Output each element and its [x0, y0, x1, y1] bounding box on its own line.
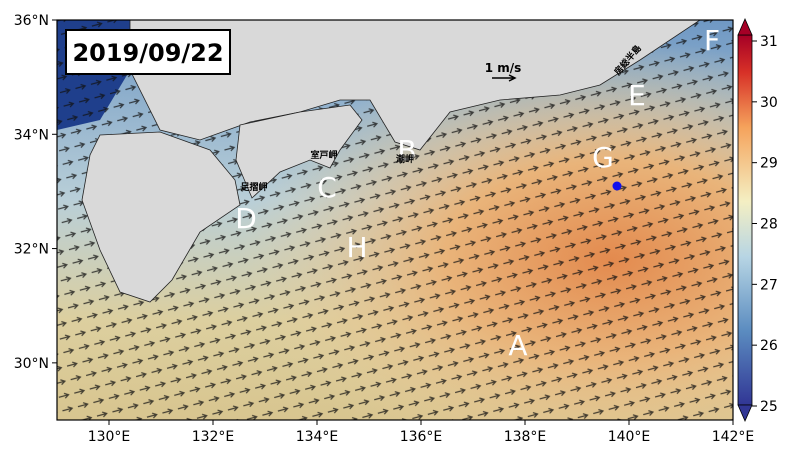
x-tick-label: 142°E	[712, 429, 755, 445]
x-tick-label: 138°E	[504, 429, 547, 445]
place-name: 室戸岬	[310, 149, 337, 161]
x-tick-label: 132°E	[192, 429, 235, 445]
region-letter: C	[317, 171, 337, 204]
map-frame	[56, 19, 734, 421]
region-letter: F	[704, 24, 720, 57]
colorbar-extend	[737, 404, 753, 422]
colorbar-tick-label: 25	[760, 399, 778, 415]
region-letter: D	[235, 202, 257, 235]
region-letter: E	[628, 79, 646, 112]
x-tick-label: 136°E	[400, 429, 443, 445]
region-letter: H	[346, 231, 367, 264]
date-box	[65, 29, 231, 75]
region-letter: A	[508, 329, 527, 362]
x-tick-label: 130°E	[88, 429, 131, 445]
colorbar-extend	[737, 18, 753, 36]
colorbar-tick-label: 28	[760, 217, 778, 233]
place-name: 潮岬	[396, 153, 414, 165]
scale-arrow	[492, 74, 517, 82]
scale-label: 1 m/s	[485, 61, 522, 75]
colorbar-tick-label: 29	[760, 156, 778, 172]
y-tick-label: 34°N	[14, 127, 49, 143]
map-area	[57, 20, 733, 420]
colorbar-tick-label: 27	[760, 277, 778, 293]
y-tick-label: 30°N	[14, 356, 49, 372]
date-label: 2019/09/22	[72, 39, 223, 67]
colorbar-tick-label: 30	[760, 95, 778, 111]
y-tick-label: 32°N	[14, 242, 49, 258]
place-name: 足摺岬	[240, 181, 267, 193]
colorbar-tick-label: 26	[760, 338, 778, 354]
y-tick-label: 36°N	[14, 13, 49, 29]
colorbar-tick-label: 31	[760, 34, 778, 50]
x-tick-label: 140°E	[608, 429, 651, 445]
region-letter: G	[592, 141, 614, 174]
station-marker	[612, 181, 622, 191]
colorbar	[737, 34, 753, 406]
region-letter: B	[397, 134, 416, 167]
x-tick-label: 134°E	[296, 429, 339, 445]
